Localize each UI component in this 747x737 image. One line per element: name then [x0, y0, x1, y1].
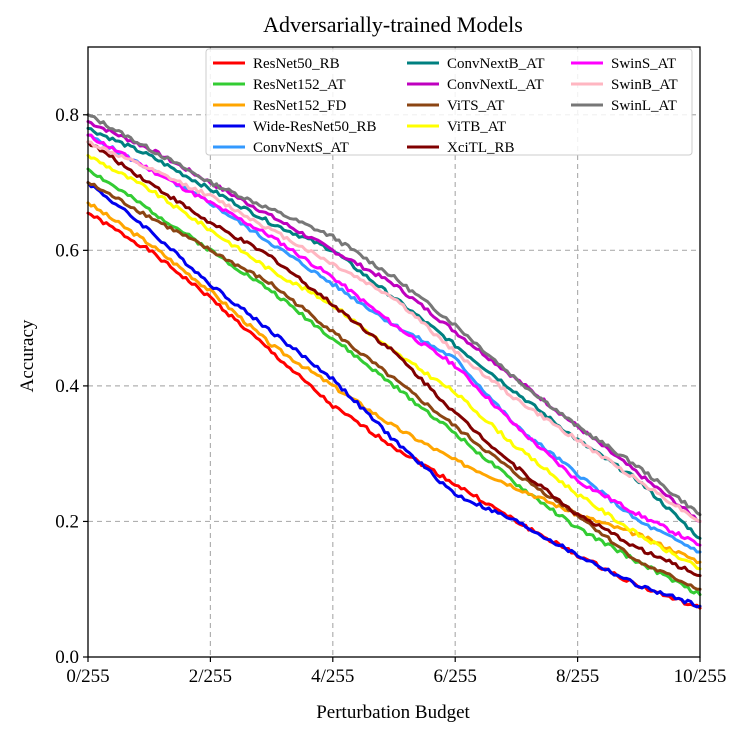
series-line-xcitl-rb — [86, 140, 702, 578]
x-tick-label: 4/255 — [311, 666, 354, 687]
x-tick-label: 0/255 — [66, 666, 109, 687]
legend-label-xcitl-rb: XciTL_RB — [447, 140, 515, 156]
x-axis-title: Perturbation Budget — [316, 702, 470, 723]
legend-label-convnextl-at: ConvNextL_AT — [447, 77, 544, 93]
legend-label-swins-at: SwinS_AT — [611, 56, 676, 72]
axis-ticks: 0/255 2/255 4/255 6/255 8/255 10/255 0.0 0.2 0.4… — [55, 105, 726, 687]
series-line-convnextb-at — [86, 126, 702, 540]
y-tick-label: 0.6 — [55, 240, 79, 261]
y-axis-title: Accuracy — [17, 319, 38, 392]
legend-label-resnet152-fd: ResNet152_FD — [253, 98, 347, 114]
y-tick-label: 0.2 — [55, 511, 79, 532]
x-tick-label: 10/255 — [674, 666, 727, 687]
legend-label-convnextb-at: ConvNextB_AT — [447, 56, 545, 72]
legend-label-wide-resnet50-rb: Wide-ResNet50_RB — [253, 119, 377, 135]
legend-label-resnet50-rb: ResNet50_RB — [253, 56, 340, 72]
series-line-swinl-at — [86, 113, 702, 517]
series-line-wide-resnet50-rb — [86, 181, 702, 609]
series-line-resnet152-at — [86, 167, 702, 597]
legend-label-vits-at: ViTS_AT — [447, 98, 504, 114]
legend-label-resnet152-at: ResNet152_AT — [253, 77, 346, 93]
x-tick-label: 8/255 — [556, 666, 599, 687]
series-line-resnet152-fd — [86, 201, 702, 565]
chart-title: Adversarially-trained Models — [263, 12, 523, 37]
series-lines — [86, 113, 702, 610]
legend-box — [205, 48, 693, 156]
series-line-vits-at — [86, 181, 702, 591]
legend-label-swinb-at: SwinB_AT — [611, 77, 678, 93]
series-line-swinb-at — [86, 140, 702, 523]
series-line-swins-at — [86, 133, 702, 547]
legend-label-convnexts-at: ConvNextS_AT — [253, 140, 349, 156]
x-tick-label: 2/255 — [189, 666, 232, 687]
series-line-convnexts-at — [86, 133, 702, 554]
legend-label-swinl-at: SwinL_AT — [611, 98, 677, 114]
y-tick-label: 0.8 — [55, 105, 79, 126]
legend: ResNet50_RB ResNet152_AT ResNet152_FD Wide-… — [205, 48, 693, 156]
series-line-vitb-at — [86, 153, 702, 571]
x-tick-label: 6/255 — [434, 666, 477, 687]
plot-frame — [87, 46, 701, 658]
y-tick-label: 0.4 — [55, 376, 79, 397]
series-line-resnet50-rb — [86, 211, 702, 610]
y-tick-label: 0.0 — [55, 647, 79, 668]
legend-label-vitb-at: ViTB_AT — [447, 119, 506, 135]
